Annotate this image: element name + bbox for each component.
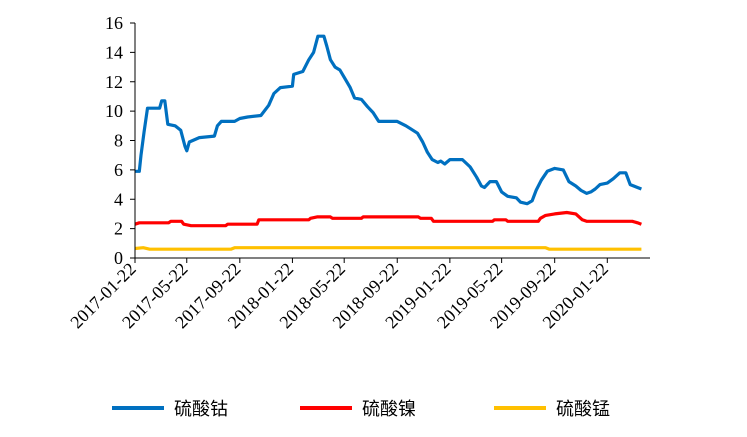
legend-swatch-manganese [494, 406, 546, 410]
series-line-1 [134, 210, 642, 228]
legend-label-manganese: 硫酸锰 [556, 399, 610, 420]
legend: 硫酸钴 硫酸镍 硫酸锰 [0, 392, 747, 424]
axes: 02468101214162017-01-222017-05-222017-09… [66, 13, 650, 332]
legend-label-cobalt: 硫酸钴 [174, 399, 228, 420]
y-tick-label: 4 [114, 189, 123, 209]
series-line-2 [134, 246, 642, 251]
y-tick-label: 8 [114, 131, 123, 151]
y-tick-label: 10 [105, 101, 123, 121]
series-line-0 [135, 34, 642, 206]
y-tick-label: 16 [105, 13, 123, 33]
plot-area [134, 34, 642, 251]
y-tick-label: 14 [105, 42, 123, 62]
legend-item-manganese: 硫酸锰 [494, 392, 610, 424]
line-chart: 02468101214162017-01-222017-05-222017-09… [66, 13, 650, 332]
y-tick-label: 12 [105, 72, 123, 92]
y-tick-label: 2 [114, 219, 123, 239]
legend-swatch-cobalt [112, 406, 164, 410]
y-tick-label: 6 [114, 160, 123, 180]
y-tick-label: 0 [114, 248, 123, 268]
legend-label-nickel: 硫酸镍 [362, 399, 416, 420]
legend-item-cobalt: 硫酸钴 [112, 392, 228, 424]
legend-swatch-nickel [300, 406, 352, 410]
legend-item-nickel: 硫酸镍 [300, 392, 416, 424]
